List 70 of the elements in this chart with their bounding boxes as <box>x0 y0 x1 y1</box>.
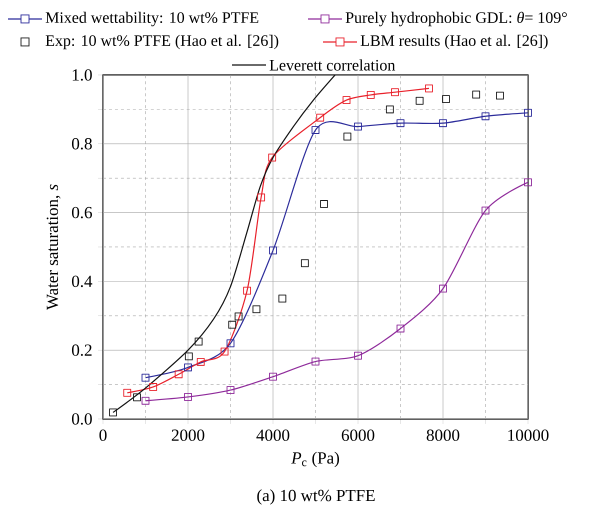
point <box>442 95 450 104</box>
point <box>482 206 490 214</box>
point <box>133 393 141 402</box>
point <box>269 372 277 381</box>
point <box>524 108 532 117</box>
point <box>396 119 404 128</box>
point <box>174 370 183 378</box>
point <box>243 286 252 295</box>
y-tick-label: 1.0 <box>72 69 92 81</box>
point <box>342 96 350 104</box>
legend-label: Exp: 10 wt% PTFE (Hao et al. [26]) <box>46 34 278 50</box>
legend-label: Mixed wettability: 10 wt% PTFE <box>46 12 258 26</box>
point <box>312 358 320 366</box>
legend-label: Purely hydrophobic GDL: θ= 109° <box>346 12 567 26</box>
point <box>196 358 205 366</box>
y-tick-label: 0.2 <box>72 344 92 356</box>
point <box>391 88 399 96</box>
y-tick-label: 0.6 <box>72 206 92 218</box>
legend-label: Leverett correlation <box>270 59 396 71</box>
y-axis-title: Water saturation, s <box>46 184 61 310</box>
x-tick-label: 0 <box>99 429 107 441</box>
point <box>269 246 277 254</box>
point <box>184 352 193 360</box>
point <box>278 294 286 303</box>
point <box>142 396 150 405</box>
x-tick-label: 2000 <box>172 429 204 441</box>
point <box>226 339 234 348</box>
point <box>184 393 192 401</box>
point <box>320 200 328 208</box>
point <box>496 92 504 100</box>
y-tick-label: 0.4 <box>72 276 92 288</box>
point <box>194 338 203 346</box>
point <box>300 259 309 268</box>
point <box>366 91 375 99</box>
point <box>439 284 447 293</box>
point <box>228 320 236 329</box>
point <box>257 194 266 202</box>
point <box>439 119 447 128</box>
legend-label: LBM results (Hao et al. [26]) <box>360 34 548 50</box>
point <box>354 122 362 131</box>
point <box>396 324 404 332</box>
point <box>226 386 234 394</box>
point <box>109 408 117 416</box>
point <box>416 96 424 105</box>
point <box>312 126 320 134</box>
point <box>425 84 433 92</box>
x-axis-title: P$_{c}$ (Pa) <box>291 452 340 468</box>
y-tick-label: 0.8 <box>72 138 92 150</box>
point <box>149 383 158 391</box>
x-tick-label: 8000 <box>426 429 460 441</box>
x-tick-label: 4000 <box>256 429 290 441</box>
point <box>524 178 532 186</box>
point <box>354 352 362 360</box>
point <box>482 112 490 120</box>
text: (a) 10 wt% PTFE <box>257 489 375 505</box>
point <box>220 348 228 356</box>
point <box>472 90 480 99</box>
point <box>234 312 243 320</box>
point <box>343 132 352 140</box>
point <box>268 154 276 162</box>
y-tick-label: 0.0 <box>72 413 92 425</box>
point <box>252 305 260 314</box>
point <box>316 114 324 122</box>
point <box>142 374 150 382</box>
point <box>184 363 192 372</box>
line-series <box>112 74 336 414</box>
x-tick-label: 6000 <box>342 429 374 441</box>
point <box>386 105 394 114</box>
point <box>123 388 132 397</box>
x-tick-label: 10000 <box>508 429 549 441</box>
